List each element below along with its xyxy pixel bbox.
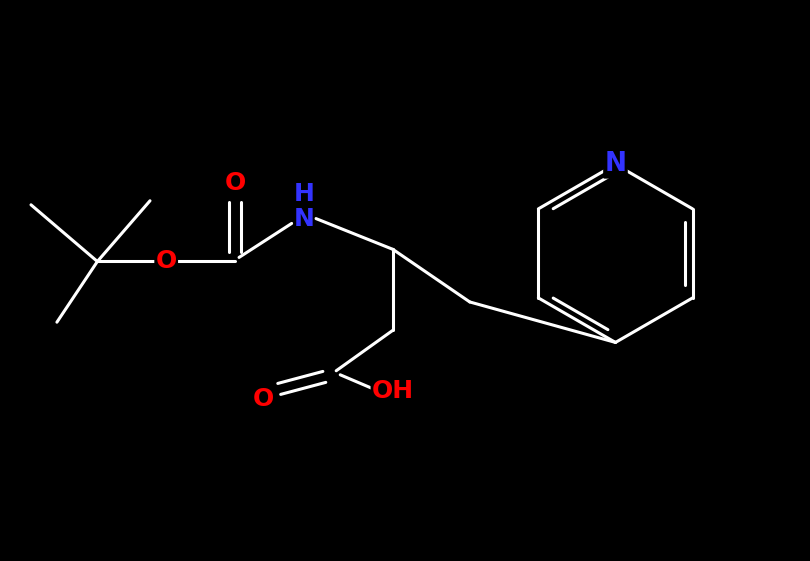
Text: O: O — [224, 171, 245, 195]
Text: N: N — [293, 206, 314, 231]
Text: H: H — [293, 182, 314, 206]
Text: N: N — [604, 151, 626, 177]
Text: OH: OH — [372, 379, 414, 403]
Text: O: O — [156, 250, 177, 273]
Text: O: O — [253, 387, 274, 411]
